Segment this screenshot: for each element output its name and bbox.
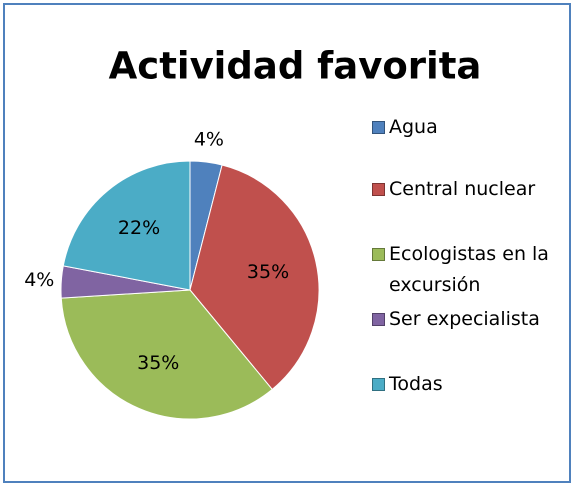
legend-swatch <box>372 248 385 261</box>
legend-swatch <box>372 313 385 326</box>
data-label: 22% <box>118 217 160 239</box>
legend-item: Agua <box>372 112 572 143</box>
pie-slice <box>62 160 191 291</box>
legend-label: Agua <box>389 116 438 138</box>
legend-item: Ecologistas en la excursión <box>372 239 572 301</box>
data-label: 35% <box>247 261 289 283</box>
legend-swatch <box>372 378 385 391</box>
legend-item: Central nuclear <box>372 174 572 205</box>
legend-label: Ser expecialista <box>389 308 540 330</box>
legend-label: Ecologistas en la excursión <box>389 243 549 296</box>
legend-item: Ser expecialista <box>372 304 572 335</box>
legend-label: Todas <box>389 373 443 395</box>
legend-label: Central nuclear <box>389 178 536 200</box>
legend-item: Todas <box>372 369 572 400</box>
pie-slice <box>60 289 273 420</box>
legend-swatch <box>372 121 385 134</box>
data-label: 35% <box>137 352 179 374</box>
pie-slice <box>189 164 320 391</box>
chart-title: Actividad favorita <box>109 45 482 88</box>
data-label: 4% <box>194 129 224 151</box>
data-label: 4% <box>24 269 54 291</box>
legend-swatch <box>372 183 385 196</box>
